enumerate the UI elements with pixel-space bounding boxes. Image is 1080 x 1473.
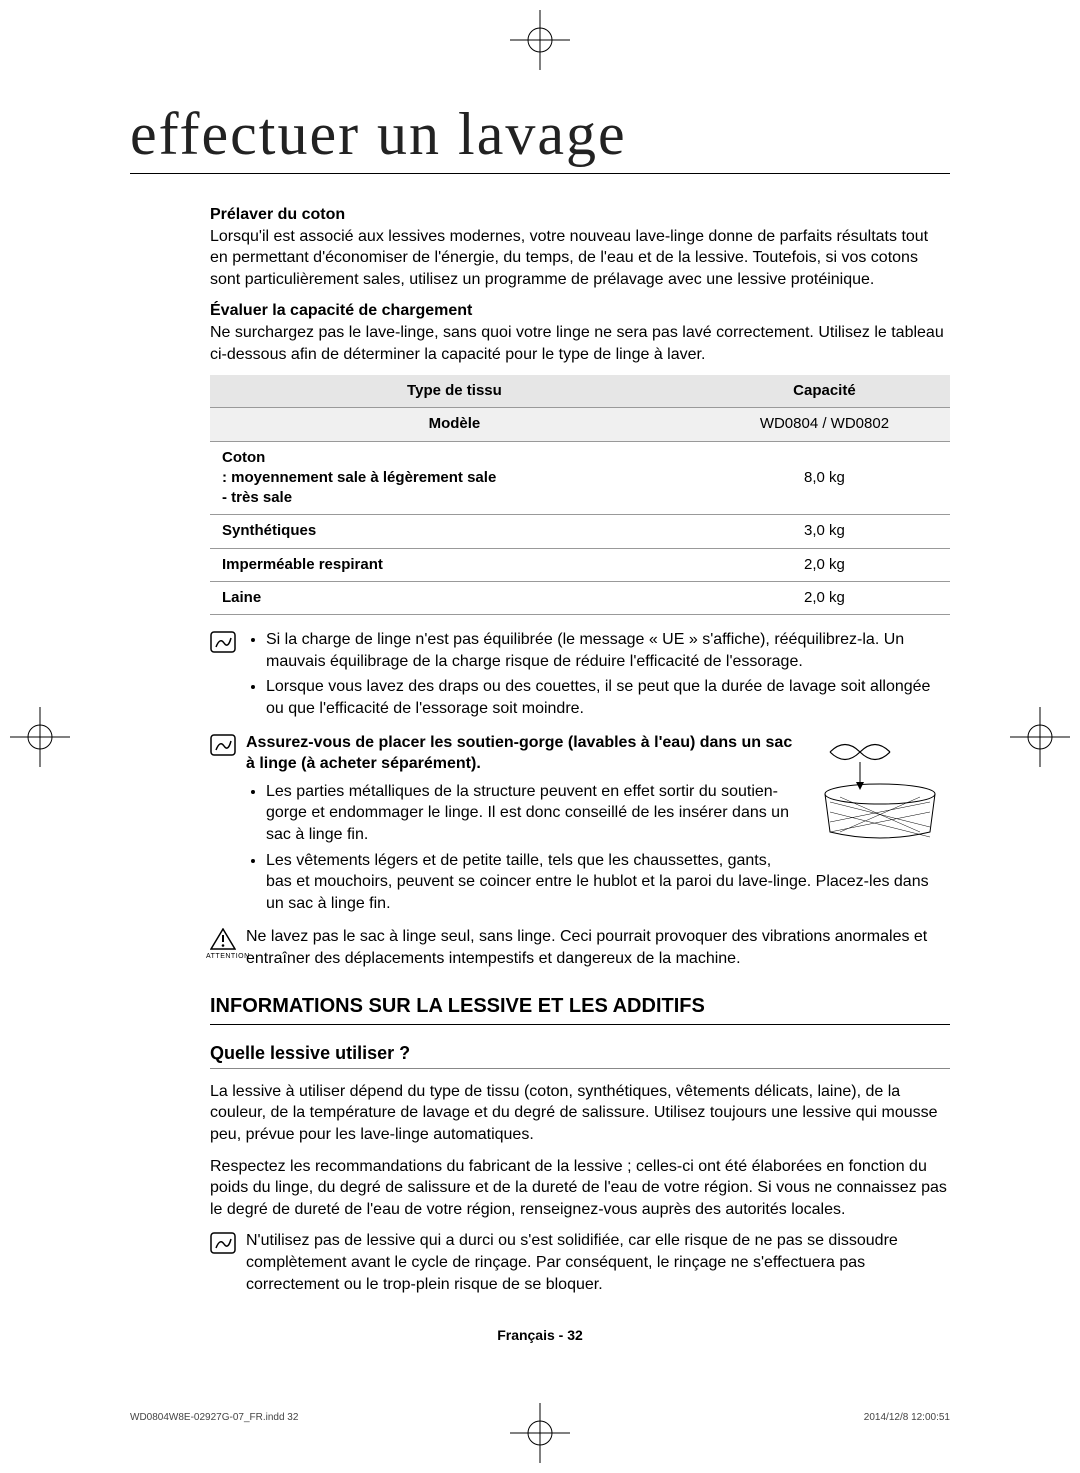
print-file: WD0804W8E-02927G-07_FR.indd 32 — [130, 1412, 298, 1423]
warning-icon — [210, 928, 236, 950]
capacity-table: Type de tissu Capacité Modèle WD0804 / W… — [210, 375, 950, 615]
note-bullet: Lorsque vous lavez des draps ou des coue… — [266, 676, 950, 719]
page: effectuer un lavage Prélaver du coton Lo… — [0, 0, 1080, 1473]
table-cell: Laine — [210, 581, 699, 614]
table-cell: 2,0 kg — [699, 548, 950, 581]
note-icon — [210, 1232, 236, 1254]
divider — [210, 1024, 950, 1025]
table-row: Imperméable respirant 2,0 kg — [210, 548, 950, 581]
warning-body: Ne lavez pas le sac à linge seul, sans l… — [246, 926, 950, 969]
note-balance: Si la charge de linge n'est pas équilibr… — [210, 629, 950, 719]
page-title: effectuer un lavage — [130, 100, 950, 174]
evaluer-heading: Évaluer la capacité de chargement — [210, 300, 950, 322]
table-cell: 2,0 kg — [699, 581, 950, 614]
table-cell: Imperméable respirant — [210, 548, 699, 581]
page-footer: Français - 32 — [0, 1327, 1080, 1343]
prelaver-body: Lorsqu'il est associé aux lessives moder… — [210, 226, 950, 291]
note-bullet: Si la charge de linge n'est pas équilibr… — [266, 629, 950, 672]
table-row: Synthétiques 3,0 kg — [210, 515, 950, 548]
table-head-type: Type de tissu — [210, 375, 699, 408]
prelaver-heading: Prélaver du coton — [210, 204, 950, 226]
note-icon — [210, 734, 236, 756]
evaluer-body: Ne surchargez pas le lave-linge, sans qu… — [210, 322, 950, 365]
table-cell: 3,0 kg — [699, 515, 950, 548]
note-bullet: Les vêtements légers et de petite taille… — [266, 850, 950, 915]
warning-block: ATTENTION Ne lavez pas le sac à linge se… — [210, 926, 950, 969]
bra-bag-illustration — [810, 732, 950, 842]
detergent-p1: La lessive à utiliser dépend du type de … — [210, 1081, 950, 1146]
crop-mark-icon — [10, 707, 70, 767]
crop-mark-icon — [510, 10, 570, 70]
note-detergent-hardened: N'utilisez pas de lessive qui a durci ou… — [210, 1230, 950, 1295]
crop-mark-icon — [1010, 707, 1070, 767]
main-content: Prélaver du coton Lorsqu'il est associé … — [130, 204, 950, 1295]
attention-label: ATTENTION — [206, 952, 250, 961]
note-bra: Assurez-vous de placer les soutien-gorge… — [210, 732, 950, 915]
table-row: Laine 2,0 kg — [210, 581, 950, 614]
table-row: Coton : moyennement sale à légèrement sa… — [210, 441, 950, 515]
print-timestamp: 2014/12/8 12:00:51 — [864, 1412, 950, 1423]
divider — [210, 1068, 950, 1069]
table-head-capacity: Capacité — [699, 375, 950, 408]
table-head-model: Modèle — [210, 408, 699, 441]
table-cell: Coton : moyennement sale à légèrement sa… — [210, 441, 699, 515]
table-cell: 8,0 kg — [699, 441, 950, 515]
footer-page: 32 — [567, 1327, 583, 1343]
section-detergent-heading: INFORMATIONS SUR LA LESSIVE ET LES ADDIT… — [210, 993, 950, 1020]
note-icon — [210, 631, 236, 653]
subsection-which-detergent: Quelle lessive utiliser ? — [210, 1041, 950, 1065]
footer-lang: Français - — [497, 1327, 567, 1343]
table-cell: Synthétiques — [210, 515, 699, 548]
note-detergent-body: N'utilisez pas de lessive qui a durci ou… — [246, 1230, 950, 1295]
detergent-p2: Respectez les recommandations du fabrica… — [210, 1156, 950, 1221]
table-head-modelvalue: WD0804 / WD0802 — [699, 408, 950, 441]
print-metadata: WD0804W8E-02927G-07_FR.indd 32 2014/12/8… — [130, 1412, 950, 1423]
